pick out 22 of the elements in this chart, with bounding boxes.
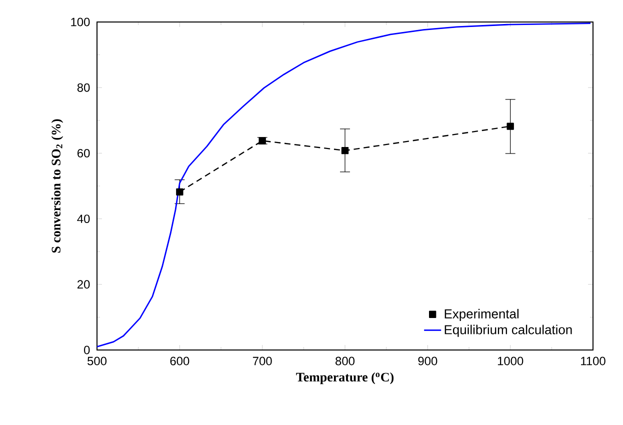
x-tick-label: 1100 — [581, 356, 606, 366]
y-tick-label: 20 — [77, 280, 90, 289]
legend-label: Equilibrium calculation — [444, 324, 572, 337]
y-axis-title: S conversion to SO$_{2}$ (%) — [51, 119, 64, 253]
y-tick-label: 80 — [77, 83, 90, 92]
point — [258, 137, 266, 144]
x-tick-label: 600 — [170, 356, 190, 366]
point — [176, 188, 184, 196]
line-series — [97, 22, 592, 348]
legend-label: Experimental — [444, 308, 518, 322]
x-axis-title: Temperature ($^{o}$C) — [296, 372, 394, 384]
x-tick-label: 1000 — [498, 356, 524, 366]
x-tick-label: 800 — [336, 356, 355, 366]
y-tick-label: 60 — [78, 148, 90, 158]
x-tick-label: 900 — [418, 356, 438, 366]
point — [506, 122, 514, 130]
y-tick-label: 100 — [71, 18, 90, 26]
x-tick-label: 700 — [252, 356, 272, 366]
y-tick-label: 0 — [84, 346, 90, 354]
x-tick-label: 500 — [88, 356, 107, 366]
point — [341, 146, 349, 154]
y-tick-label: 40 — [77, 214, 90, 224]
